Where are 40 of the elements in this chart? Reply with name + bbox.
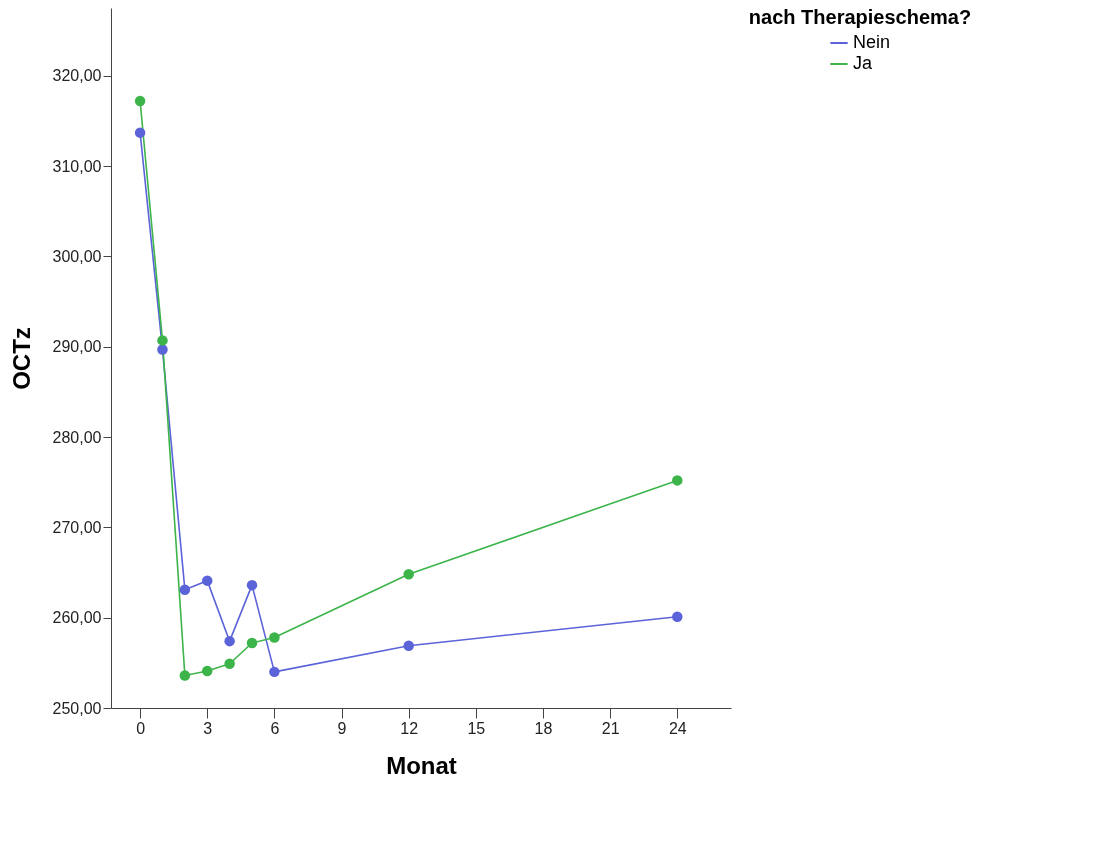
x-tick-label: 24 xyxy=(668,719,687,737)
point xyxy=(403,569,414,580)
point xyxy=(224,658,235,669)
x-tick-label: 0 xyxy=(136,719,146,737)
y-axis-title: OCTz xyxy=(7,327,35,390)
x-tick-label: 9 xyxy=(337,719,347,737)
y-tick-label: 270,00 xyxy=(52,518,102,536)
point xyxy=(202,575,213,586)
y-tick-label: 310,00 xyxy=(52,157,102,175)
x-tick-label: 12 xyxy=(400,719,419,737)
x-tick-label: 6 xyxy=(270,719,280,737)
x-tick-label: 21 xyxy=(601,719,620,737)
legend-label: Ja xyxy=(853,53,873,73)
point xyxy=(672,475,683,486)
x-tick-label: 3 xyxy=(203,719,213,737)
y-tick-label: 290,00 xyxy=(52,338,102,356)
legend-label: Nein xyxy=(853,32,891,52)
legend-title: nach Therapieschema? xyxy=(748,6,972,28)
point xyxy=(246,579,258,591)
x-tick-label: 15 xyxy=(467,719,486,737)
point xyxy=(202,665,213,677)
point xyxy=(672,611,683,623)
x-axis-title: Monat xyxy=(386,751,457,779)
y-tick-label: 250,00 xyxy=(52,699,102,717)
point xyxy=(157,344,168,355)
point xyxy=(179,584,191,595)
y-tick-label: 320,00 xyxy=(52,67,102,85)
point xyxy=(224,635,235,647)
x-tick-label: 18 xyxy=(534,719,553,737)
point xyxy=(246,637,258,649)
y-tick-label: 260,00 xyxy=(52,609,102,627)
point xyxy=(157,335,168,346)
point xyxy=(134,127,146,138)
point xyxy=(269,632,280,643)
y-tick-label: 300,00 xyxy=(52,247,102,265)
point xyxy=(179,670,191,681)
y-tick-label: 280,00 xyxy=(52,428,102,446)
point xyxy=(269,666,280,678)
point xyxy=(134,95,146,107)
point xyxy=(403,640,414,651)
